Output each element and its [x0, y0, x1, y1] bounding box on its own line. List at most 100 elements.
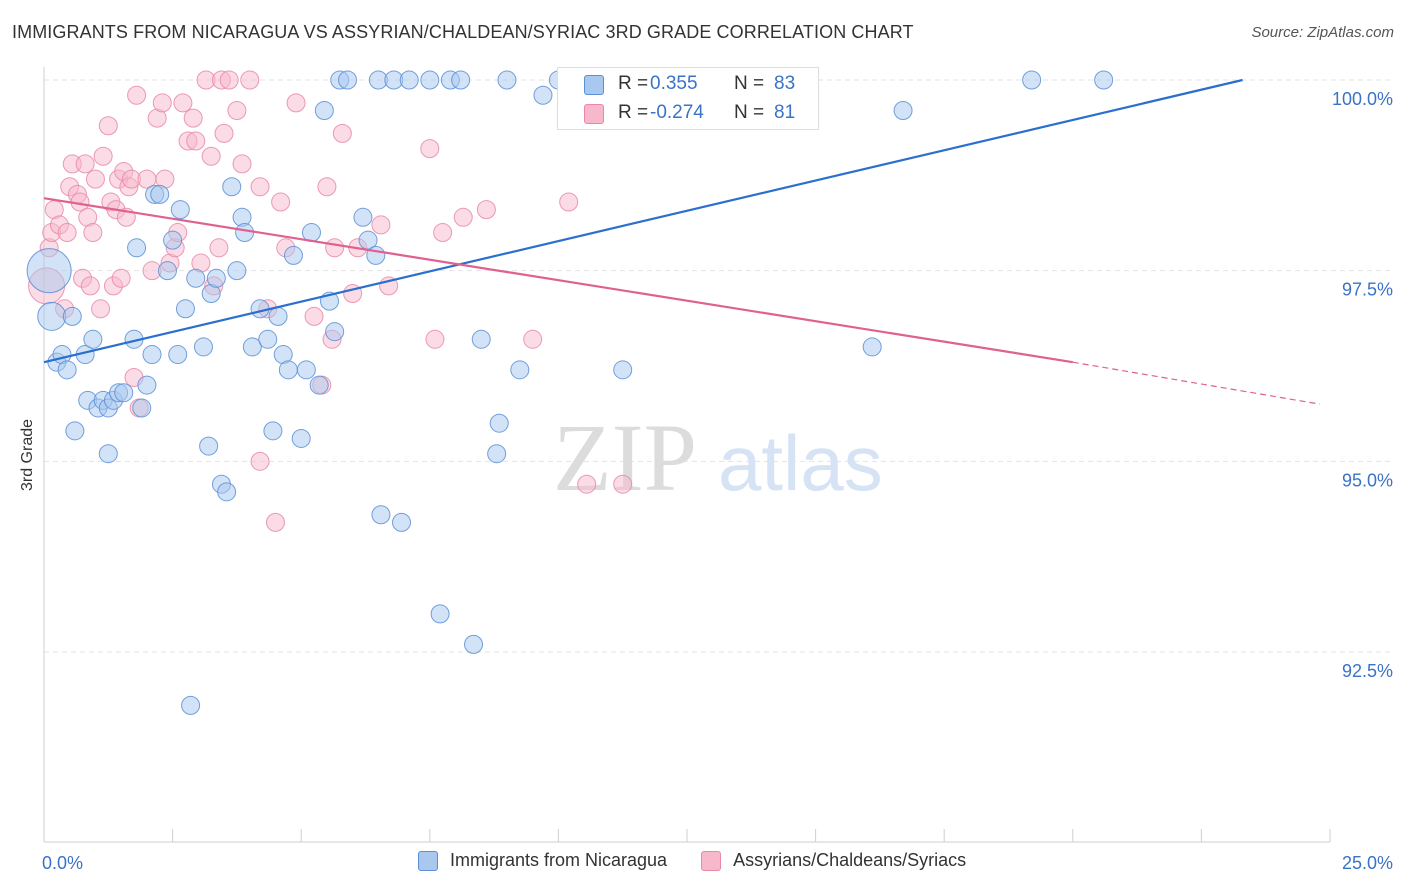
nicaragua-point — [37, 301, 67, 331]
assyrians-point — [304, 306, 324, 326]
nicaragua-point — [98, 444, 118, 464]
nicaragua-point — [283, 245, 303, 265]
x-tick-label: 25.0% — [1342, 853, 1393, 873]
nicaragua-point — [114, 383, 134, 403]
stats-n-value: 83 — [774, 73, 796, 94]
series-assyrians-points — [28, 70, 633, 532]
nicaragua-point — [170, 200, 190, 220]
nicaragua-point — [235, 223, 255, 243]
y-axis-label: 3rd Grade — [19, 419, 36, 491]
assyrians-point — [265, 512, 285, 532]
assyrians-trend-line — [43, 197, 1073, 364]
nicaragua-point — [142, 345, 162, 365]
x-tick-label: 0.0% — [42, 853, 83, 873]
nicaragua-point — [392, 512, 412, 532]
stats-swatch-blue — [584, 75, 604, 95]
assyrians-point — [219, 70, 239, 90]
assyrians-point — [613, 474, 633, 494]
assyrians-point — [577, 474, 597, 494]
nicaragua-trend-line — [43, 78, 1243, 364]
nicaragua-point — [150, 184, 170, 204]
assyrians-point — [523, 329, 543, 349]
source-label: Source: ZipAtlas.com — [1251, 24, 1394, 41]
nicaragua-point — [893, 101, 913, 121]
assyrians-point — [209, 238, 229, 258]
assyrians-point — [232, 154, 252, 174]
nicaragua-point — [533, 85, 553, 105]
nicaragua-point — [1022, 70, 1042, 90]
assyrians-point — [250, 177, 270, 197]
nicaragua-point — [175, 299, 195, 319]
nicaragua-point — [193, 337, 213, 357]
nicaragua-point — [489, 413, 509, 433]
nicaragua-point — [399, 70, 419, 90]
watermark: ZIP atlas — [553, 404, 883, 511]
nicaragua-point — [62, 306, 82, 326]
nicaragua-point — [168, 345, 188, 365]
tick-labels: 100.0% 97.5% 95.0% 92.5% 0.0% 25.0% — [42, 89, 1393, 873]
nicaragua-point — [242, 337, 262, 357]
legend-item-nicaragua[interactable]: Immigrants from Nicaragua — [418, 850, 667, 871]
nicaragua-point — [57, 360, 77, 380]
nicaragua-point — [137, 375, 157, 395]
nicaragua-point — [217, 482, 237, 502]
assyrians-point — [250, 451, 270, 471]
nicaragua-point — [26, 248, 72, 294]
stats-row-assyrians: R = -0.274 N = 81 — [558, 99, 818, 129]
assyrians-point — [111, 268, 131, 288]
nicaragua-point — [353, 207, 373, 227]
axes — [43, 67, 1331, 843]
stats-r-value: -0.274 — [650, 102, 704, 123]
stats-n-label: N = — [734, 73, 765, 94]
nicaragua-point — [296, 360, 316, 380]
assyrians-point — [371, 215, 391, 235]
assyrians-point — [433, 223, 453, 243]
nicaragua-point — [337, 70, 357, 90]
assyrians-point — [91, 299, 111, 319]
nicaragua-point — [1094, 70, 1114, 90]
nicaragua-point — [199, 436, 219, 456]
nicaragua-point — [309, 375, 329, 395]
nicaragua-point — [206, 268, 226, 288]
legend-item-assyrians[interactable]: Assyrians/Chaldeans/Syriacs — [701, 850, 966, 871]
assyrians-point — [57, 223, 77, 243]
y-tick-label: 95.0% — [1342, 470, 1393, 490]
stats-swatch-pink — [584, 104, 604, 124]
nicaragua-point — [127, 238, 147, 258]
nicaragua-point — [263, 421, 283, 441]
stats-n-value: 81 — [774, 102, 796, 123]
y-tick-label: 92.5% — [1342, 661, 1393, 681]
stats-r-label: R = — [618, 102, 649, 123]
nicaragua-point — [510, 360, 530, 380]
y-tick-label: 97.5% — [1342, 280, 1393, 300]
nicaragua-point — [222, 177, 242, 197]
stats-box: R = 0.355 N = 83 R = -0.274 N = 81 — [557, 67, 819, 130]
nicaragua-point — [186, 268, 206, 288]
nicaragua-point — [497, 70, 517, 90]
y-tick-label: 100.0% — [1332, 89, 1393, 109]
assyrians-point — [85, 169, 105, 189]
stats-n-label: N = — [734, 102, 765, 123]
assyrians-point — [420, 139, 440, 159]
series-nicaragua-points — [26, 70, 1114, 715]
assyrians-point — [173, 93, 193, 113]
nicaragua-point — [862, 337, 882, 357]
nicaragua-point — [371, 505, 391, 525]
nicaragua-point — [464, 634, 484, 654]
nicaragua-point — [181, 695, 201, 715]
nicaragua-point — [132, 398, 152, 418]
nicaragua-point — [258, 329, 278, 349]
assyrians-point — [286, 93, 306, 113]
assyrians-point — [83, 223, 103, 243]
watermark-atlas: atlas — [718, 419, 883, 507]
assyrians-point — [332, 123, 352, 143]
nicaragua-point — [325, 322, 345, 342]
nicaragua-point — [268, 306, 288, 326]
nicaragua-point — [278, 360, 298, 380]
assyrians-point — [317, 177, 337, 197]
assyrians-point — [425, 329, 445, 349]
legend-swatch-pink — [701, 850, 722, 871]
assyrians-point — [227, 101, 247, 121]
assyrians-point — [271, 192, 291, 212]
